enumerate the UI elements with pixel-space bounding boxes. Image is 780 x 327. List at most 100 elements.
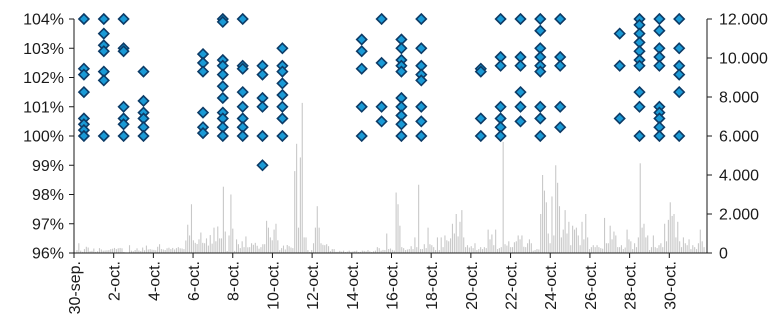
data-point-marker: [554, 121, 567, 134]
data-point-marker: [216, 68, 229, 81]
data-point-marker: [97, 45, 110, 58]
data-point-marker: [673, 129, 686, 143]
data-point-marker: [196, 106, 210, 119]
data-point-marker: [236, 62, 249, 75]
data-point-marker: [216, 80, 229, 93]
data-point-marker: [415, 115, 428, 128]
data-point-marker: [256, 159, 269, 172]
data-point-marker: [276, 129, 289, 143]
left-tick-label: 100%: [23, 129, 64, 146]
x-tick-label: 10-oct.: [265, 261, 282, 310]
data-point-marker: [514, 12, 527, 26]
right-tick-label: 10.000: [719, 51, 768, 68]
data-point-marker: [196, 65, 210, 78]
data-point-marker: [97, 27, 110, 40]
x-tick-label: 20-oct.: [464, 261, 481, 310]
data-point-marker: [276, 42, 289, 55]
data-point-marker: [276, 112, 289, 125]
left-tick-label: 103%: [23, 41, 64, 58]
x-tick-label: 12-oct.: [305, 261, 322, 310]
data-point-marker: [77, 129, 91, 143]
x-tick-label: 14-oct.: [345, 261, 362, 310]
data-point-marker: [514, 85, 527, 99]
left-tick-label: 101%: [23, 99, 64, 116]
data-point-marker: [137, 65, 150, 78]
data-point-marker: [673, 85, 686, 99]
data-point-marker: [653, 24, 666, 37]
left-tick-label: 96%: [32, 246, 64, 263]
data-point-marker: [514, 100, 527, 113]
data-point-marker: [653, 129, 666, 143]
data-point-marker: [474, 129, 487, 143]
x-tick-label: 24-oct.: [543, 261, 560, 310]
data-point-marker: [236, 85, 249, 99]
right-tick-label: 12.000: [719, 12, 768, 29]
x-tick-label: 30-oct.: [662, 261, 679, 310]
data-point-marker: [494, 12, 507, 26]
data-point-marker: [474, 112, 487, 125]
data-point-marker: [415, 74, 428, 87]
data-point-marker: [673, 68, 686, 81]
data-point-marker: [355, 33, 368, 46]
right-tick-label: 8.000: [719, 90, 759, 107]
data-point-marker: [554, 12, 567, 26]
data-point-marker: [216, 91, 229, 105]
data-point-marker: [375, 115, 388, 128]
data-point-marker: [415, 129, 428, 143]
data-point-marker: [256, 129, 269, 143]
data-point-marker: [613, 112, 626, 125]
right-axis-ticks: 0 2.000 4.000 6.000 8.000 10.000 12.000: [707, 12, 768, 263]
data-point-marker: [633, 100, 646, 113]
x-tick-label: 16-oct.: [385, 261, 402, 310]
data-point-marker: [375, 100, 388, 113]
right-tick-label: 0: [719, 246, 728, 263]
data-point-marker: [534, 12, 547, 26]
x-tick-label: 8-oct.: [226, 261, 243, 301]
left-tick-label: 99%: [32, 158, 64, 175]
data-point-marker: [494, 129, 507, 143]
x-tick-label: 28-oct.: [623, 261, 640, 310]
right-tick-label: 2.000: [719, 207, 759, 224]
data-point-marker: [415, 12, 428, 26]
data-point-marker: [77, 85, 91, 99]
data-point-marker: [256, 68, 269, 81]
data-point-marker: [633, 129, 646, 143]
data-point-marker: [216, 15, 229, 29]
data-point-marker: [534, 24, 547, 37]
data-point-marker: [97, 12, 110, 26]
data-point-marker: [395, 129, 408, 143]
data-point-marker: [137, 129, 150, 143]
data-point-marker: [117, 100, 130, 113]
data-point-marker: [395, 42, 408, 55]
data-point-marker: [355, 45, 368, 58]
data-point-marker: [534, 100, 547, 113]
left-tick-label: 102%: [23, 70, 64, 87]
x-tick-label: 22-oct.: [504, 261, 521, 310]
right-tick-label: 4.000: [719, 168, 759, 185]
data-point-marker: [395, 65, 408, 78]
data-point-marker: [137, 94, 150, 108]
data-point-marker: [236, 129, 249, 143]
data-point-marker: [613, 27, 626, 40]
data-point-marker: [554, 59, 567, 72]
data-point-marker: [534, 129, 547, 143]
data-point-marker: [77, 12, 91, 26]
left-axis-ticks: 96% 97% 98% 99% 100% 101% 102% 103% 104%: [23, 12, 74, 263]
data-point-marker: [97, 74, 110, 87]
data-point-marker: [276, 65, 289, 78]
left-tick-label: 98%: [32, 187, 64, 204]
data-point-marker: [395, 118, 408, 131]
data-point-marker: [355, 129, 368, 143]
data-point-marker: [196, 126, 210, 140]
x-axis-ticks: 30-sep. 2-oct. 4-oct. 6-oct. 8-oct. 10-oct. 12…: [67, 253, 679, 314]
data-point-marker: [276, 88, 289, 102]
data-point-marker: [633, 85, 646, 99]
volume-bars: [76, 102, 705, 253]
x-tick-label: 4-oct.: [146, 261, 163, 301]
data-point-marker: [117, 129, 130, 143]
data-point-marker: [77, 68, 91, 81]
data-point-marker: [673, 42, 686, 55]
data-point-marker: [673, 12, 686, 26]
data-point-marker: [415, 100, 428, 113]
percentage-markers: [77, 12, 686, 172]
